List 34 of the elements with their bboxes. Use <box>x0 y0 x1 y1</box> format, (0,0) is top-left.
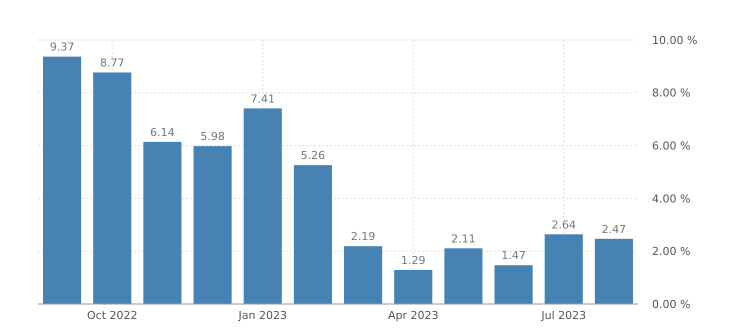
data-label: 6.14 <box>150 126 175 139</box>
data-label: 1.29 <box>401 254 426 267</box>
data-label: 5.26 <box>300 149 326 162</box>
bar <box>344 246 382 304</box>
bar <box>594 238 633 304</box>
y-tick-label: 10.00 % <box>652 34 698 47</box>
data-label: 8.77 <box>100 56 124 70</box>
data-label: 2.19 <box>350 230 376 244</box>
bar <box>394 270 432 304</box>
bar <box>494 265 533 304</box>
bar <box>294 165 332 304</box>
x-tick-label: Jan 2023 <box>238 309 287 322</box>
bar <box>444 248 482 304</box>
bar <box>93 72 132 304</box>
y-tick-label: 6.00 % <box>652 139 690 152</box>
bar <box>143 142 182 304</box>
bar <box>544 234 583 304</box>
x-tick-label: Apr 2023 <box>388 309 439 322</box>
data-label: 1.47 <box>501 249 526 262</box>
x-tick-label: Oct 2022 <box>86 309 138 322</box>
data-label: 2.11 <box>451 232 476 246</box>
bar <box>244 108 282 304</box>
data-label: 2.64 <box>552 218 576 232</box>
y-tick-label: 4.00 % <box>652 192 690 206</box>
bar <box>194 146 232 304</box>
y-tick-label: 8.00 % <box>652 86 690 100</box>
bar <box>43 56 82 304</box>
data-label: 7.41 <box>250 92 275 106</box>
y-tick-label: 2.00 % <box>652 245 690 258</box>
x-tick-label: Jul 2023 <box>540 309 586 322</box>
y-tick-label: 0.00 % <box>652 298 690 311</box>
data-label: 5.98 <box>200 130 225 144</box>
data-label: 2.47 <box>602 222 626 236</box>
data-label: 9.37 <box>50 40 74 54</box>
